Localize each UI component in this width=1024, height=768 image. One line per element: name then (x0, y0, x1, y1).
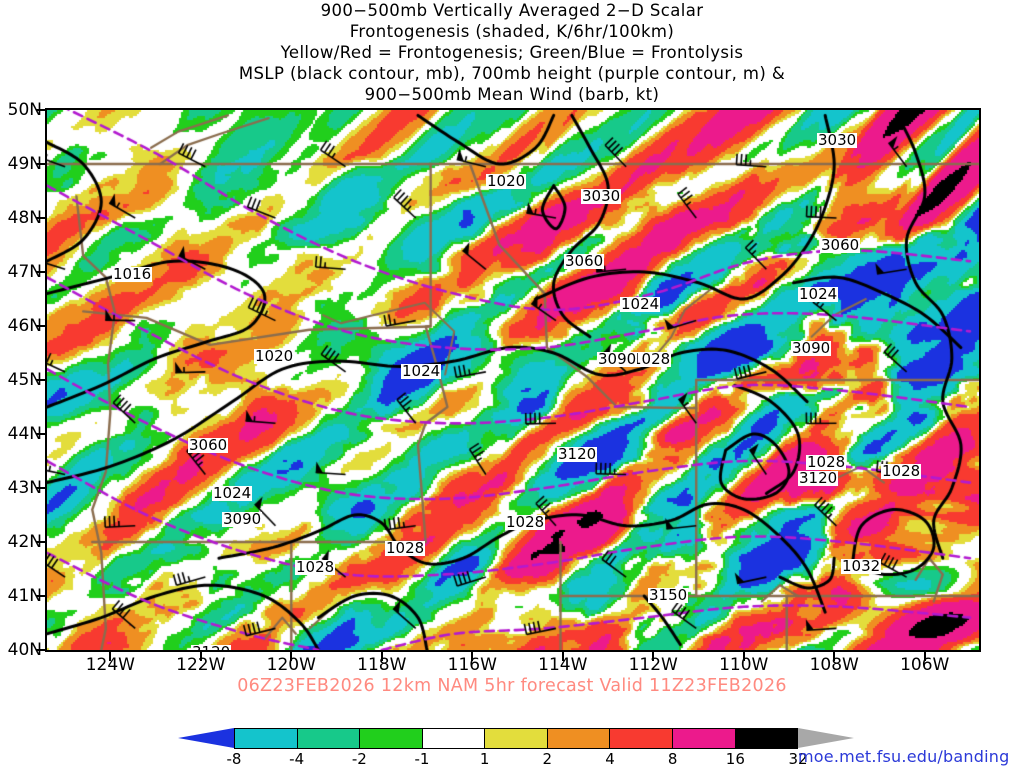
colorbar-tick--2: -2 (351, 750, 367, 768)
lon-label-108W: 108W (809, 655, 859, 675)
lat-label-49N: 49N (7, 154, 42, 174)
lon-tick (833, 652, 836, 661)
lon-label-114W: 114W (538, 655, 588, 675)
lat-tick (36, 163, 45, 165)
lon-label-116W: 116W (447, 655, 497, 675)
colorbar-tick-8: 8 (667, 750, 678, 768)
colorbar-tick-1: 1 (479, 750, 490, 768)
colorbar-swatch-6 (610, 729, 673, 748)
lon-label-118W: 118W (357, 655, 407, 675)
lat-label-44N: 44N (7, 424, 42, 444)
lon-tick (109, 652, 112, 661)
lat-tick (36, 325, 45, 327)
colorbar-swatch-4 (485, 729, 548, 748)
lat-label-50N: 50N (7, 100, 42, 120)
lat-label-45N: 45N (7, 370, 42, 390)
lon-tick (923, 652, 926, 661)
lat-tick (36, 595, 45, 597)
lat-tick (36, 487, 45, 489)
lat-tick (36, 109, 45, 111)
colorbar-tick-16: 16 (725, 750, 745, 768)
lon-tick (290, 652, 293, 661)
lon-tick (380, 652, 383, 661)
colorbar-over-arrow (798, 728, 854, 748)
colorbar-swatch-5 (547, 729, 611, 748)
title-line-3: Yellow/Red = Frontogenesis; Green/Blue =… (280, 43, 744, 62)
lat-tick (36, 217, 45, 219)
lon-tick (652, 652, 655, 661)
lat-tick (36, 379, 45, 381)
lon-label-122W: 122W (176, 655, 226, 675)
lon-label-106W: 106W (900, 655, 950, 675)
lat-tick (36, 649, 45, 651)
lon-label-124W: 124W (85, 655, 135, 675)
lat-label-47N: 47N (7, 262, 42, 282)
lon-tick (561, 652, 564, 661)
lat-tick (36, 541, 45, 543)
colorbar-tick-2: 2 (542, 750, 553, 768)
lat-label-42N: 42N (7, 532, 42, 552)
lat-label-46N: 46N (7, 316, 42, 336)
site-watermark: moe.met.fsu.edu/banding (798, 747, 1010, 766)
colorbar-swatch-3 (422, 729, 486, 748)
lat-label-43N: 43N (7, 478, 42, 498)
lat-label-48N: 48N (7, 208, 42, 228)
title-line-2: Frontogenesis (shaded, K/6hr/100km) (349, 22, 675, 41)
lon-label-112W: 112W (628, 655, 678, 675)
colorbar-under-arrow (178, 728, 234, 748)
title-line-1: 900−500mb Vertically Averaged 2−D Scalar (320, 1, 704, 20)
lon-tick (471, 652, 474, 661)
lon-label-120W: 120W (266, 655, 316, 675)
colorbar-swatch-2 (360, 729, 423, 748)
colorbar-tick--8: -8 (226, 750, 242, 768)
lat-tick (36, 271, 45, 273)
colorbar-tick--1: -1 (414, 750, 430, 768)
colorbar-tick-32: 32 (788, 750, 808, 768)
lon-tick (199, 652, 202, 661)
forecast-valid-caption: 06Z23FEB2026 12km NAM 5hr forecast Valid… (237, 676, 787, 696)
title-line-4: MSLP (black contour, mb), 700mb height (… (238, 64, 786, 83)
colorbar-tick--4: -4 (289, 750, 305, 768)
colorbar-swatch-0 (235, 729, 298, 748)
lat-label-41N: 41N (7, 586, 42, 606)
colorbar-swatches (234, 728, 798, 749)
map-plot-area: 1016 1020 1020 1024 1024 1024 1024 1028 1028 1028… (45, 108, 981, 652)
title-line-5: 900−500mb Mean Wind (barb, kt) (364, 85, 660, 104)
colorbar-swatch-1 (297, 729, 361, 748)
lon-label-110W: 110W (719, 655, 769, 675)
lat-tick (36, 433, 45, 435)
lat-label-40N: 40N (7, 640, 42, 660)
colorbar-swatch-8 (735, 729, 798, 748)
colorbar-tick-4: 4 (605, 750, 615, 768)
lon-tick (742, 652, 745, 661)
colorbar-swatch-7 (672, 729, 736, 748)
frontogenesis-shaded-field (47, 110, 979, 650)
chart-title-block: 900−500mb Vertically Averaged 2−D Scalar… (0, 0, 1024, 104)
colorbar: -8 -4 -2 -1 1 2 4 8 16 32 (178, 728, 854, 768)
